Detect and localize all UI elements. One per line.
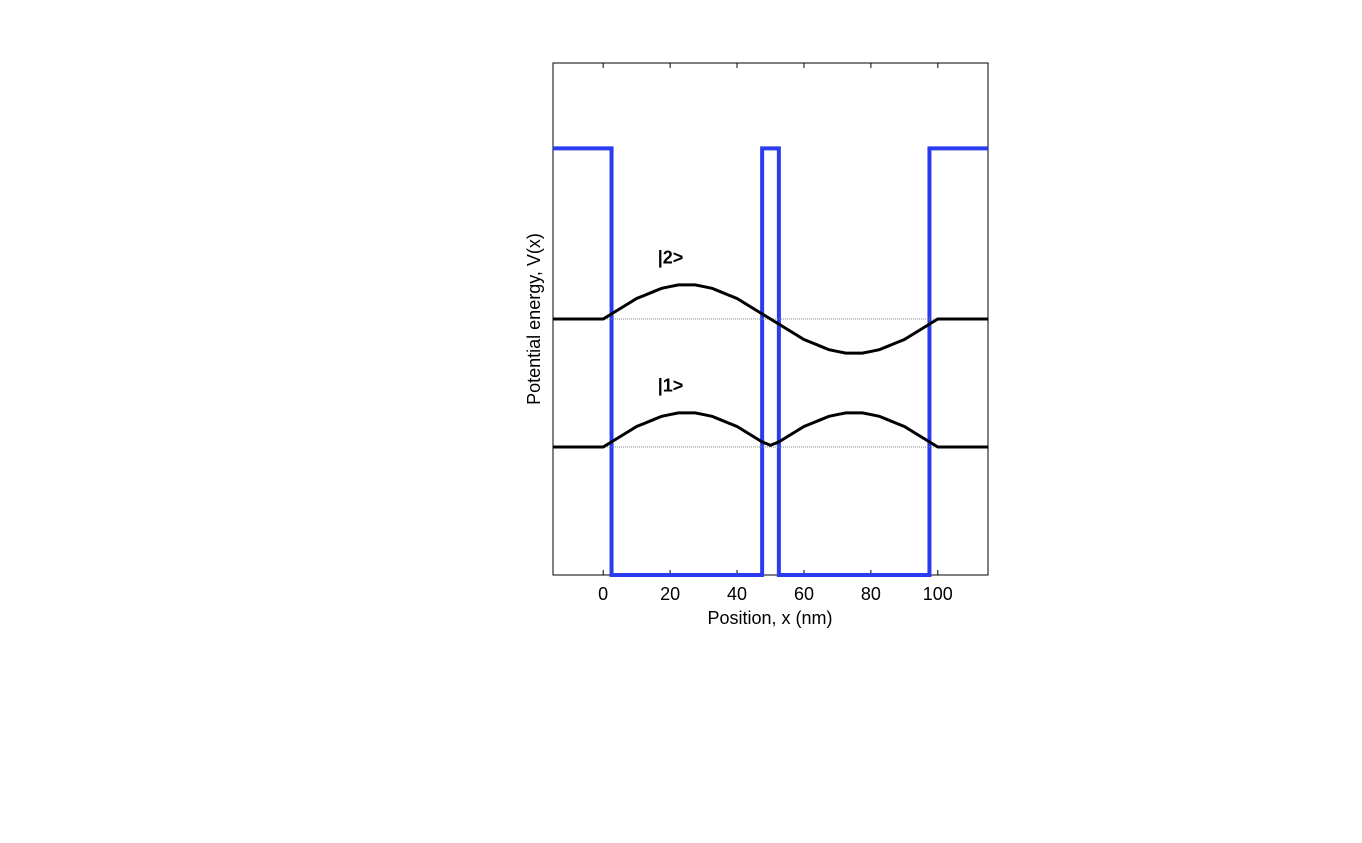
x-tick-label: 100 <box>923 584 953 604</box>
state-label: |1> <box>658 376 684 396</box>
potential <box>553 146 988 577</box>
x-tick-label: 60 <box>794 584 814 604</box>
wavefunction <box>553 283 988 355</box>
wavefunction <box>553 411 988 449</box>
state-label: |2> <box>658 248 684 268</box>
x-tick-label: 20 <box>660 584 680 604</box>
x-tick-label: 40 <box>727 584 747 604</box>
y-axis-label: Potential energy, V(x) <box>524 233 544 405</box>
x-tick-label: 80 <box>861 584 881 604</box>
x-axis-label: Position, x (nm) <box>707 608 832 628</box>
x-tick-label: 0 <box>598 584 608 604</box>
